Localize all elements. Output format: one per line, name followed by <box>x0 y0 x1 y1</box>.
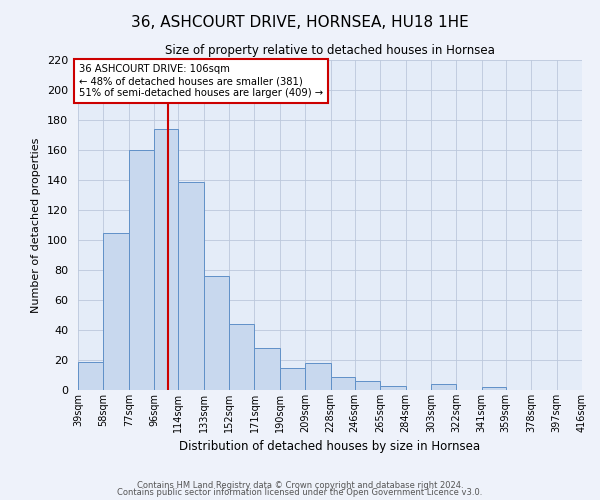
Bar <box>305 363 331 390</box>
Bar <box>178 182 203 390</box>
Bar <box>203 276 229 390</box>
Bar <box>103 232 129 390</box>
Bar <box>254 348 280 390</box>
Bar <box>229 324 254 390</box>
Y-axis label: Number of detached properties: Number of detached properties <box>31 138 41 312</box>
Bar <box>154 129 178 390</box>
Bar <box>280 368 305 390</box>
Text: Contains HM Land Registry data © Crown copyright and database right 2024.: Contains HM Land Registry data © Crown c… <box>137 480 463 490</box>
Bar <box>431 384 457 390</box>
Bar <box>331 376 355 390</box>
Bar <box>129 150 154 390</box>
Text: 36 ASHCOURT DRIVE: 106sqm
← 48% of detached houses are smaller (381)
51% of semi: 36 ASHCOURT DRIVE: 106sqm ← 48% of detac… <box>79 64 323 98</box>
Bar <box>482 387 506 390</box>
Title: Size of property relative to detached houses in Hornsea: Size of property relative to detached ho… <box>165 44 495 58</box>
Bar <box>380 386 406 390</box>
Text: 36, ASHCOURT DRIVE, HORNSEA, HU18 1HE: 36, ASHCOURT DRIVE, HORNSEA, HU18 1HE <box>131 15 469 30</box>
Bar <box>355 381 380 390</box>
X-axis label: Distribution of detached houses by size in Hornsea: Distribution of detached houses by size … <box>179 440 481 454</box>
Bar <box>78 362 103 390</box>
Text: Contains public sector information licensed under the Open Government Licence v3: Contains public sector information licen… <box>118 488 482 497</box>
